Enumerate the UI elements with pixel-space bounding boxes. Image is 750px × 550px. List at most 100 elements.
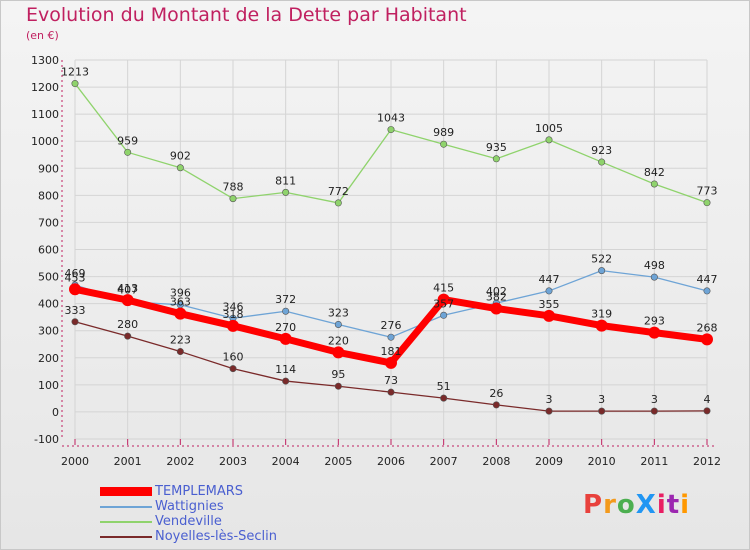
data-label: 498	[644, 259, 665, 272]
data-point	[71, 318, 79, 326]
data-label: 372	[275, 293, 296, 306]
data-label: 989	[433, 126, 454, 139]
data-label: 902	[170, 150, 191, 163]
data-point	[387, 126, 395, 134]
data-label: 923	[591, 144, 612, 157]
data-point	[332, 346, 345, 359]
data-point	[387, 333, 395, 341]
x-tick-label: 2003	[219, 455, 247, 468]
data-label: 73	[384, 374, 398, 387]
data-label: 223	[170, 334, 191, 347]
data-label: 382	[486, 291, 507, 304]
legend-label: Vendeville	[155, 514, 222, 529]
legend-swatch	[100, 536, 152, 538]
data-label: 3	[651, 393, 658, 406]
data-point	[650, 407, 658, 415]
data-label: 772	[328, 185, 349, 198]
data-point	[545, 407, 553, 415]
data-point	[176, 164, 184, 172]
y-tick-label: 0	[52, 406, 59, 419]
data-label: 522	[591, 253, 612, 266]
data-point	[229, 195, 237, 203]
data-point	[229, 365, 237, 373]
data-label: 959	[117, 134, 138, 147]
data-label: 3	[546, 393, 553, 406]
data-label: 26	[489, 387, 503, 400]
y-tick-label: 400	[38, 298, 59, 311]
legend-swatch	[100, 506, 152, 508]
x-tick-label: 2004	[272, 455, 300, 468]
x-tick-label: 2010	[588, 455, 616, 468]
data-point	[701, 333, 713, 346]
data-point	[334, 199, 342, 207]
data-point	[648, 326, 661, 339]
legend-label: Wattignies	[155, 499, 224, 514]
y-tick-label: 700	[38, 216, 59, 229]
y-tick-label: 1300	[31, 54, 59, 67]
x-tick-label: 2000	[61, 455, 89, 468]
data-point	[598, 407, 606, 415]
legend-label: TEMPLEMARS	[155, 484, 244, 499]
x-tick-label: 2008	[482, 455, 510, 468]
data-point	[440, 394, 448, 402]
proxiti-logo: ProXiti	[583, 490, 691, 520]
data-label: 469	[65, 267, 86, 280]
legend-swatch	[100, 487, 152, 496]
data-point	[703, 407, 711, 415]
x-tick-label: 2006	[377, 455, 405, 468]
data-point	[492, 155, 500, 163]
data-label: 1005	[535, 122, 563, 135]
data-point	[174, 307, 187, 320]
x-tick-label: 2002	[166, 455, 194, 468]
data-point	[124, 332, 132, 340]
data-point	[492, 401, 500, 409]
data-label: 160	[223, 351, 244, 364]
data-point	[282, 307, 290, 315]
data-point	[703, 199, 711, 207]
y-tick-label: -100	[34, 433, 59, 446]
x-tick-label: 2007	[430, 455, 458, 468]
data-point	[703, 287, 711, 295]
data-point	[440, 140, 448, 148]
data-label: 3	[598, 393, 605, 406]
data-label: 4	[704, 393, 711, 406]
chart-subtitle: (en €)	[26, 29, 59, 42]
chart-title: Evolution du Montant de la Dette par Hab…	[26, 4, 467, 26]
data-labels: 1213 959 902 788 811 772 1043 989 935 1005 923 842 7…	[61, 66, 718, 407]
y-tick-label: 300	[38, 325, 59, 338]
data-point	[334, 320, 342, 328]
legend-label: Noyelles-lès-Seclin	[155, 529, 277, 544]
data-point	[69, 283, 81, 296]
data-label: 1043	[377, 112, 405, 125]
y-tick-label: 200	[38, 352, 59, 365]
data-point	[282, 188, 290, 196]
data-point	[595, 319, 608, 332]
data-label: 935	[486, 141, 507, 154]
data-point	[124, 148, 132, 156]
y-tick-label: 900	[38, 162, 59, 175]
data-label: 268	[697, 321, 718, 334]
data-label: 407	[117, 284, 138, 297]
data-point	[490, 302, 503, 315]
legend-swatch	[100, 521, 152, 523]
data-point	[176, 348, 184, 356]
data-label: 447	[697, 273, 718, 286]
y-tick-label: 1000	[31, 135, 59, 148]
data-label: 396	[170, 287, 191, 300]
data-label: 447	[539, 273, 560, 286]
data-point	[334, 382, 342, 390]
data-label: 413	[117, 282, 138, 295]
data-point	[227, 319, 239, 332]
data-point	[650, 273, 658, 281]
data-label: 319	[591, 308, 612, 321]
data-label: 355	[539, 298, 560, 311]
data-point	[71, 80, 79, 88]
y-tick-label: 1200	[31, 81, 59, 94]
data-label: 357	[433, 297, 454, 310]
data-point	[543, 309, 555, 322]
data-label: 811	[275, 174, 296, 187]
data-label: 773	[697, 185, 718, 198]
data-point	[440, 311, 448, 319]
data-point	[598, 158, 606, 166]
